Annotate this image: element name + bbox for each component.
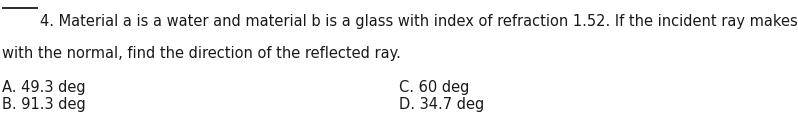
Text: 4. Material a is a water and material b is a glass with index of refraction 1.52: 4. Material a is a water and material b … [40,14,798,28]
Text: C. 60 deg: C. 60 deg [399,79,469,94]
Text: B. 91.3 deg: B. 91.3 deg [2,96,86,111]
Text: with the normal, find the direction of the reflected ray.: with the normal, find the direction of t… [2,45,401,60]
Text: D. 34.7 deg: D. 34.7 deg [399,96,484,111]
Text: A. 49.3 deg: A. 49.3 deg [2,79,86,94]
